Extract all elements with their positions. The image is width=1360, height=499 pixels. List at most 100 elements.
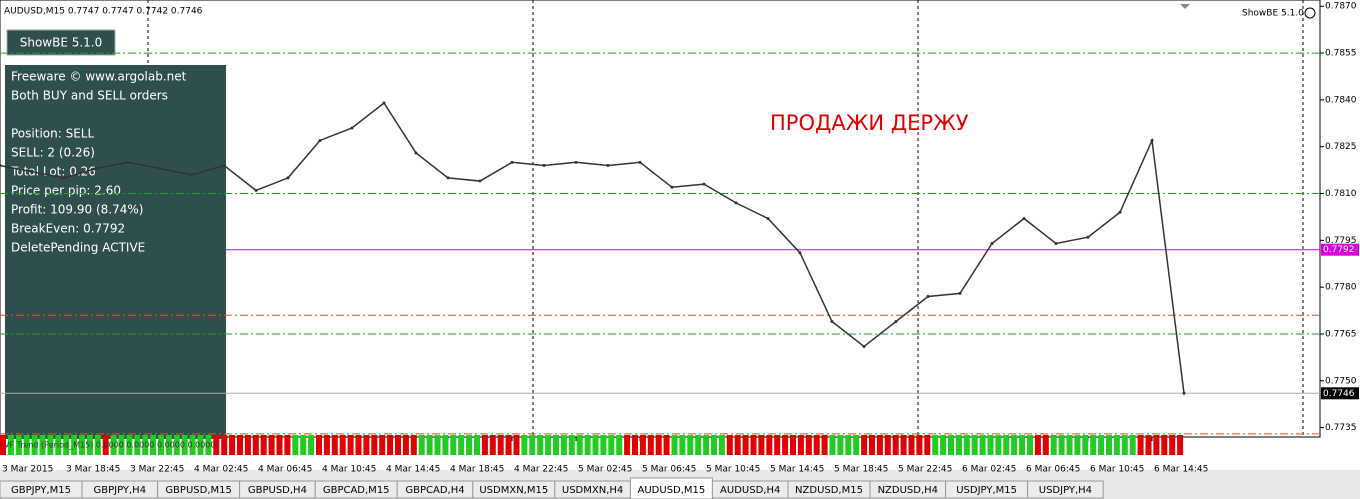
trend-cell	[1003, 435, 1010, 455]
panel-button-label[interactable]: ShowBE 5.1.0	[20, 36, 103, 50]
y-tick-label: 0.7765	[1325, 329, 1357, 339]
tab[interactable]	[1027, 480, 1104, 499]
trend-cell	[521, 435, 528, 455]
tab-label[interactable]: GBPJPY,M15	[11, 485, 71, 496]
trend-cell	[679, 435, 686, 455]
y-tick-label: 0.7870	[1325, 2, 1357, 12]
trend-cell	[31, 435, 38, 455]
trend-cell	[395, 435, 401, 455]
trend-cell	[489, 435, 496, 455]
tab-label[interactable]: USDMXN,M15	[479, 485, 548, 496]
tab-label[interactable]: USDJPY,M15	[956, 485, 1017, 496]
y-tick-label: 0.7840	[1325, 95, 1357, 105]
tab-label[interactable]: AUDUSD,M15	[638, 485, 706, 496]
y-tick-label: 0.7855	[1325, 49, 1357, 59]
tab-label[interactable]: NZDUSD,M15	[795, 485, 863, 496]
trend-cell	[371, 435, 378, 455]
trend-cell	[39, 435, 46, 455]
x-tick-label: 4 Mar 06:45	[258, 465, 312, 475]
x-tick-label: 6 Mar 02:45	[962, 465, 1016, 475]
price-point	[1054, 241, 1058, 245]
trend-cell	[1169, 435, 1176, 455]
trend-cell	[647, 435, 654, 455]
tab-label[interactable]: GBPUSD,H4	[248, 485, 307, 496]
trend-cell	[932, 435, 939, 455]
trend-cell	[276, 435, 283, 455]
trend-cell	[884, 435, 891, 455]
trend-cell	[165, 435, 172, 455]
price-point	[958, 291, 962, 295]
trend-cell	[7, 435, 14, 455]
x-tick-label: 4 Mar 18:45	[450, 465, 504, 475]
y-tick-label: 0.7735	[1325, 423, 1357, 433]
trend-cell	[837, 435, 844, 455]
trend-cell	[750, 435, 757, 455]
tab-label[interactable]: USDMXN,H4	[562, 485, 623, 496]
trend-cell	[568, 435, 575, 455]
trend-cell	[1027, 435, 1033, 455]
trend-cell	[71, 435, 78, 455]
trend-cell	[1034, 435, 1041, 455]
tab-label[interactable]: GBPCAD,M15	[323, 485, 390, 496]
trend-cell	[434, 435, 441, 455]
trend-cell	[900, 435, 907, 455]
trend-cell	[134, 435, 141, 455]
trend-cell	[1019, 435, 1026, 455]
trend-cell	[560, 435, 567, 455]
trend-cell	[1121, 435, 1128, 455]
price-point	[1182, 391, 1186, 395]
trend-cell	[537, 435, 544, 455]
trend-cell	[410, 435, 417, 455]
x-tick-label: 3 Mar 22:45	[130, 465, 184, 475]
trend-cell	[734, 435, 741, 455]
trend-cell	[0, 435, 6, 455]
trend-cell	[853, 435, 860, 455]
x-tick-label: 6 Mar 06:45	[1026, 465, 1080, 475]
tab-label[interactable]: GBPUSD,M15	[165, 485, 232, 496]
trend-cell	[663, 435, 670, 455]
price-point	[606, 163, 610, 167]
price-line	[0, 101, 1185, 394]
scroll-marker	[1180, 4, 1190, 9]
tab-label[interactable]: USDJPY,H4	[1039, 485, 1092, 496]
trend-cell	[726, 435, 733, 455]
trend-cell	[616, 435, 623, 455]
trend-cell	[205, 435, 212, 455]
trend-cell	[252, 435, 259, 455]
panel-button[interactable]	[6, 29, 116, 56]
tab-label[interactable]: AUDUSD,H4	[720, 485, 780, 496]
trend-cell	[458, 435, 465, 455]
price-point	[830, 320, 834, 324]
trend-cell	[963, 435, 970, 455]
trend-cell	[655, 435, 662, 455]
price-tag-label: 0.7746	[1323, 389, 1355, 399]
trend-cell	[150, 435, 157, 455]
trend-cell	[284, 435, 291, 455]
trend-cell	[505, 435, 512, 455]
price-point	[638, 160, 642, 164]
panel-line: Price per pip: 2.60	[11, 184, 121, 198]
price-point	[254, 188, 258, 192]
trend-cell	[1042, 435, 1049, 455]
indicator-label: VF Trend (Period_M15) 0.0000 0.0000 0.00…	[4, 441, 215, 450]
tab-label[interactable]: GBPCAD,H4	[405, 485, 464, 496]
trend-cell	[355, 435, 362, 455]
trend-cell	[426, 435, 433, 455]
tab-label[interactable]: GBPJPY,H4	[94, 485, 147, 496]
trend-cell	[173, 435, 180, 455]
tab-label[interactable]: NZDUSD,H4	[878, 485, 938, 496]
trend-cell	[1058, 435, 1065, 455]
trend-cell	[23, 435, 30, 455]
trend-cell	[1074, 435, 1081, 455]
panel-line: DeletePending ACTIVE	[11, 241, 145, 255]
trend-cell	[829, 435, 836, 455]
price-point	[158, 167, 162, 171]
trend-cell	[1011, 435, 1018, 455]
trend-cell	[339, 435, 346, 455]
price-point	[382, 101, 386, 105]
trend-cell	[513, 435, 520, 455]
trend-cell	[948, 435, 954, 455]
y-tick-label: 0.7795	[1325, 236, 1357, 246]
trend-cell	[142, 435, 149, 455]
